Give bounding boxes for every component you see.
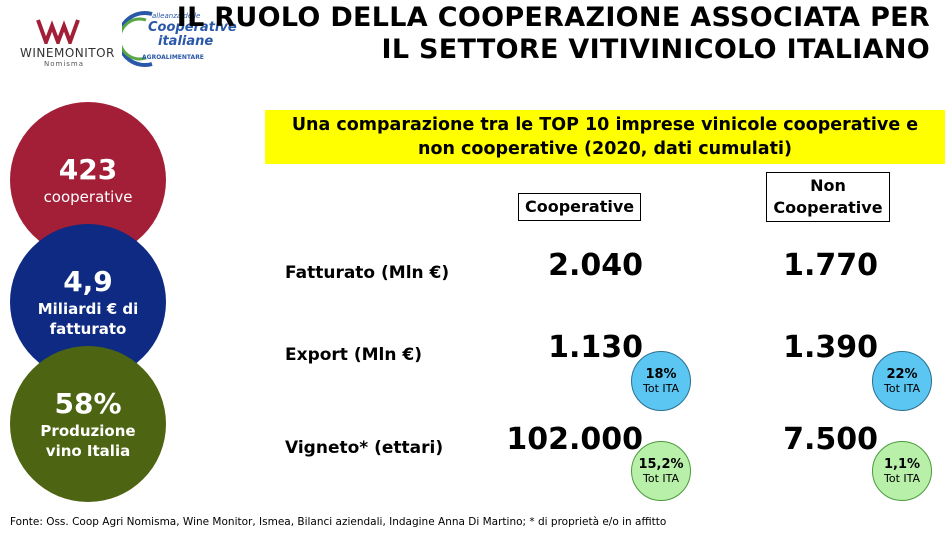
stat-circle: 58% Produzione vino Italia [10,346,166,502]
share-badge: 22% Tot ITA [872,351,932,411]
cell-value: 1.130 [548,330,643,365]
badge-value: 15,2% [638,457,684,472]
badge-label: Tot ITA [883,472,921,485]
badge-value: 1,1% [883,457,921,472]
badge-value: 22% [886,367,918,382]
logo-mark [36,19,80,44]
row-label: Fatturato (Mln €) [285,263,450,283]
subtitle-text: Una comparazione tra le TOP 10 imprese v… [291,115,919,159]
stat-value: 423 [58,153,118,186]
logo-text: WINEMONITOR [20,46,115,60]
cell-value: 102.000 [506,422,643,457]
cell-value: 7.500 [783,422,878,457]
cell-value: 1.770 [783,248,878,283]
column-header: Non Cooperative [766,172,890,222]
share-badge: 18% Tot ITA [631,351,691,411]
badge-label: Tot ITA [642,472,680,485]
badge-label: Tot ITA [883,382,921,395]
logo-line: alleanza delle [152,12,201,20]
stat-label: cooperative [43,188,133,206]
row-label: Export (Mln €) [285,345,422,365]
logo-alleanza [122,11,153,67]
row-label: Vigneto* (ettari) [285,438,444,458]
share-badge: 15,2% Tot ITA [631,441,691,501]
stat-label: Miliardi € di fatturato [37,300,139,338]
stat-label: Produzione vino Italia [40,422,136,460]
logo-subtext: Nomisma [44,60,85,68]
cell-value: 1.390 [783,330,878,365]
column-header: Cooperative [518,193,642,221]
stat-value: 58% [54,387,122,420]
footnote: Fonte: Oss. Coop Agri Nomisma, Wine Moni… [10,516,667,528]
subtitle: Una comparazione tra le TOP 10 imprese v… [265,110,945,164]
title: IL SETTORE VITIVINICOLO ITALIANO [381,34,930,65]
logo-line: Cooperative [148,20,237,35]
logo-line: AGROALIMENTARE [142,54,204,61]
title: IL RUOLO DELLA COOPERAZIONE ASSOCIATA PE… [176,2,930,33]
logo-line: italiane [158,34,214,49]
share-badge: 1,1% Tot ITA [872,441,932,501]
stat-value: 4,9 [63,265,113,298]
badge-value: 18% [645,367,677,382]
cell-value: 2.040 [548,248,643,283]
badge-label: Tot ITA [642,382,680,395]
